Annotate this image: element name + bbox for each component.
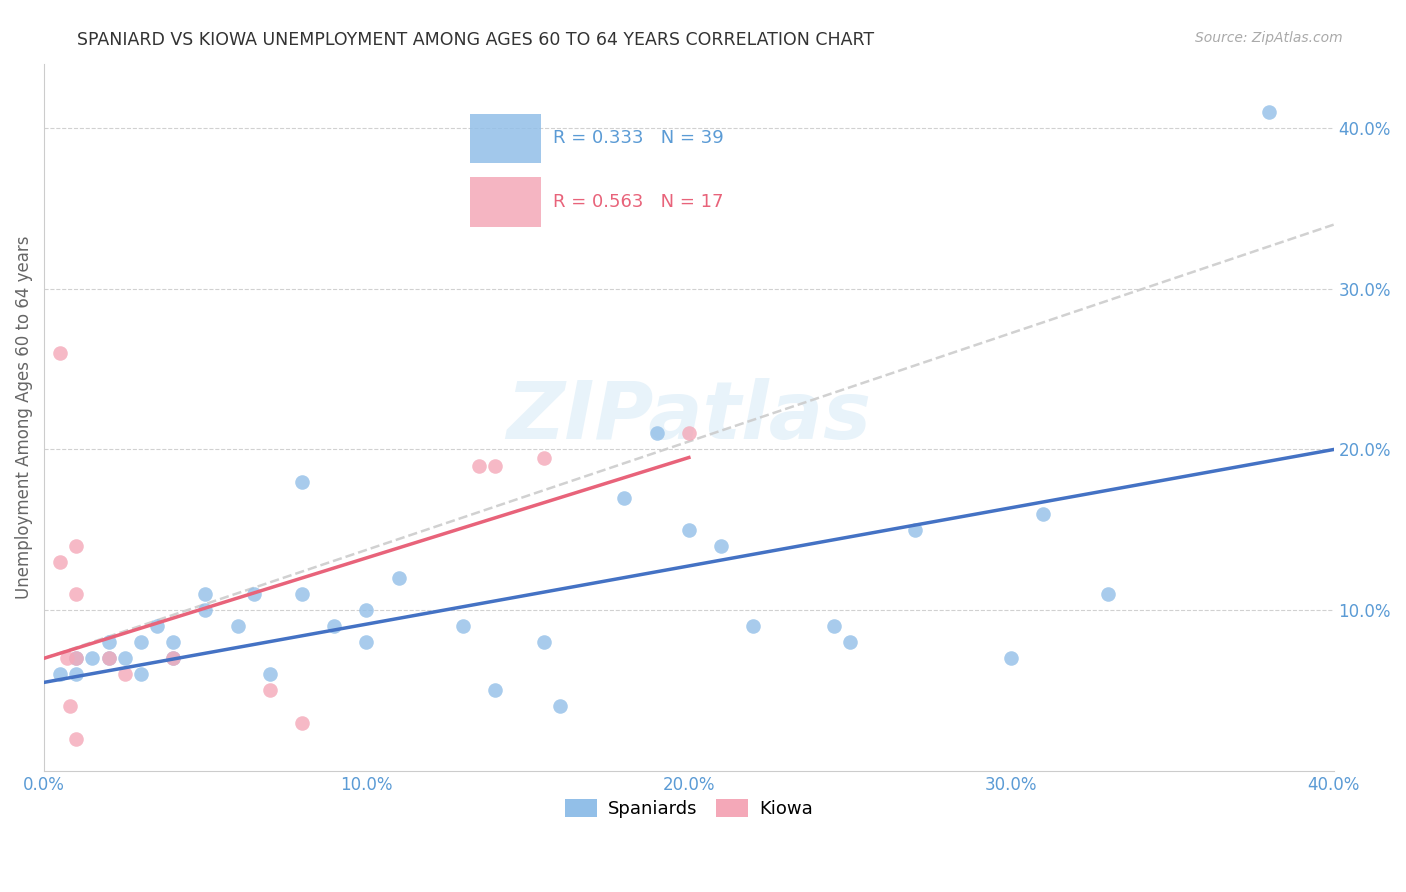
Point <box>162 651 184 665</box>
Point <box>226 619 249 633</box>
Point <box>839 635 862 649</box>
Legend: Spaniards, Kiowa: Spaniards, Kiowa <box>558 791 820 825</box>
Point <box>356 603 378 617</box>
Point <box>97 651 120 665</box>
Point <box>114 651 136 665</box>
Point <box>65 667 87 681</box>
Y-axis label: Unemployment Among Ages 60 to 64 years: Unemployment Among Ages 60 to 64 years <box>15 235 32 599</box>
Point <box>49 346 72 360</box>
Point <box>65 651 87 665</box>
Point <box>162 651 184 665</box>
Point <box>291 475 314 489</box>
Point <box>451 619 474 633</box>
Point <box>356 635 378 649</box>
Point <box>194 587 217 601</box>
Text: SPANIARD VS KIOWA UNEMPLOYMENT AMONG AGES 60 TO 64 YEARS CORRELATION CHART: SPANIARD VS KIOWA UNEMPLOYMENT AMONG AGE… <box>77 31 875 49</box>
Text: Source: ZipAtlas.com: Source: ZipAtlas.com <box>1195 31 1343 45</box>
Point <box>65 731 87 746</box>
Point <box>533 450 555 465</box>
FancyBboxPatch shape <box>470 178 540 227</box>
Point <box>710 539 733 553</box>
Point <box>49 667 72 681</box>
Point <box>548 699 571 714</box>
Point <box>65 587 87 601</box>
Point <box>678 426 700 441</box>
Point <box>742 619 765 633</box>
Point <box>291 587 314 601</box>
Point <box>259 667 281 681</box>
Point <box>114 667 136 681</box>
Text: ZIPatlas: ZIPatlas <box>506 378 872 457</box>
Point <box>97 635 120 649</box>
Point <box>903 523 925 537</box>
Point <box>678 523 700 537</box>
Point <box>129 635 152 649</box>
Point <box>613 491 636 505</box>
Point <box>65 651 87 665</box>
Point <box>242 587 264 601</box>
Point <box>533 635 555 649</box>
Point <box>1032 507 1054 521</box>
Point <box>484 458 506 473</box>
Point <box>484 683 506 698</box>
Text: R = 0.333   N = 39: R = 0.333 N = 39 <box>554 129 724 147</box>
Point <box>59 699 82 714</box>
Point <box>259 683 281 698</box>
Point <box>645 426 668 441</box>
Point <box>82 651 104 665</box>
Point <box>1097 587 1119 601</box>
Point <box>823 619 845 633</box>
Point <box>388 571 411 585</box>
Point <box>65 539 87 553</box>
Point <box>162 635 184 649</box>
Point <box>146 619 169 633</box>
Point <box>194 603 217 617</box>
Text: R = 0.563   N = 17: R = 0.563 N = 17 <box>554 193 724 211</box>
Point <box>291 715 314 730</box>
FancyBboxPatch shape <box>470 113 540 163</box>
Point <box>55 651 77 665</box>
Point <box>49 555 72 569</box>
Point <box>323 619 346 633</box>
Point <box>97 651 120 665</box>
Point <box>129 667 152 681</box>
Point <box>1258 105 1281 120</box>
Point <box>468 458 491 473</box>
Point <box>1000 651 1022 665</box>
